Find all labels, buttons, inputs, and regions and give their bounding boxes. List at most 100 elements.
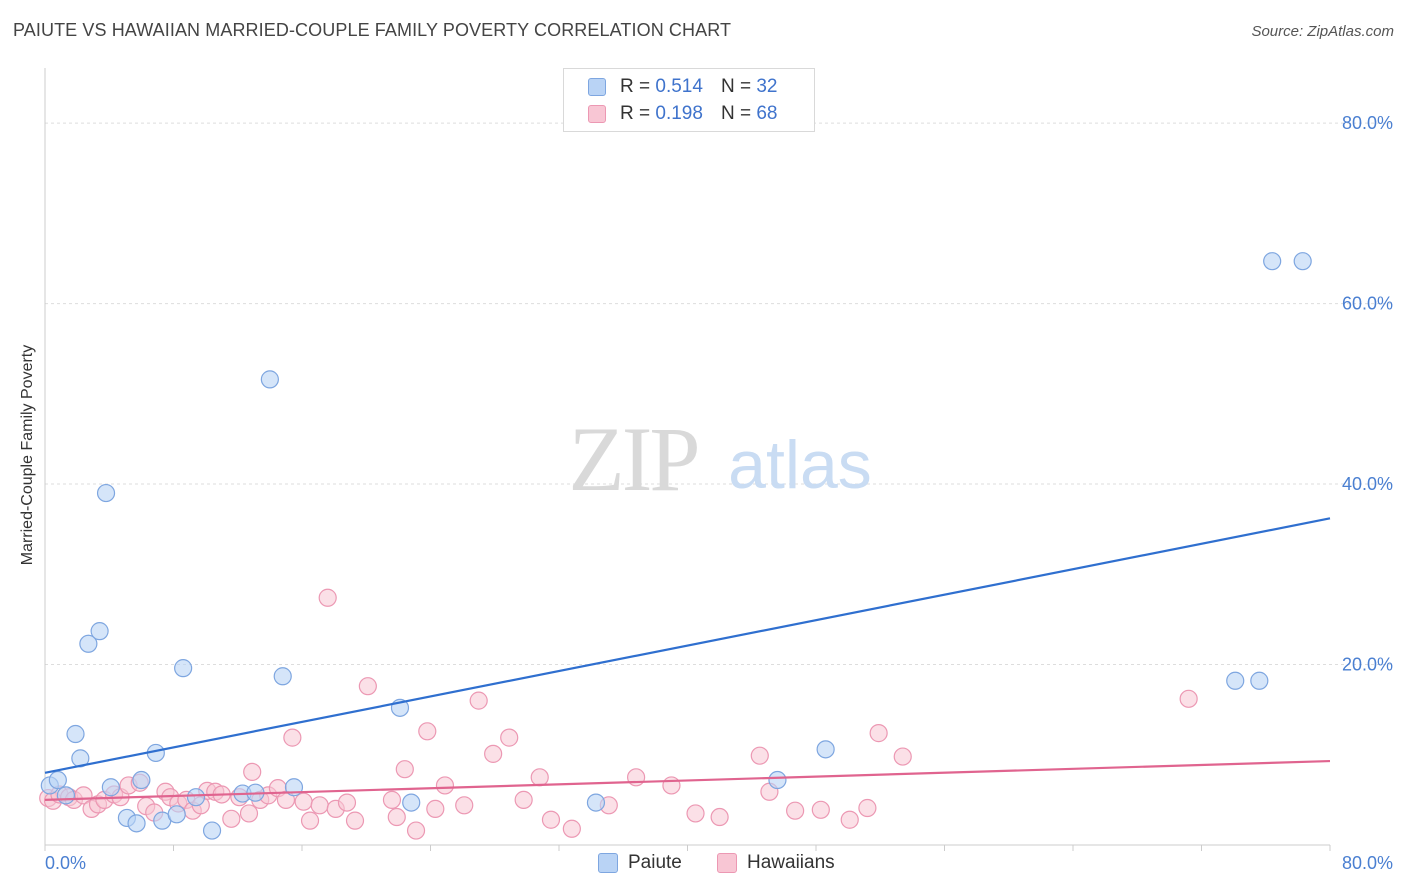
hawaiians-points <box>39 588 1198 840</box>
hawaiians-point <box>786 801 805 820</box>
gridlines <box>45 122 1393 666</box>
hawaiians-point <box>484 744 503 763</box>
paiute-point <box>816 740 835 759</box>
hawaiians-point <box>514 790 533 809</box>
y-tick-label: 60.0% <box>1342 294 1393 314</box>
paiute-point <box>56 786 75 805</box>
paiute-swatch <box>598 853 618 873</box>
watermark-atlas: atlas <box>728 427 872 503</box>
hawaiians-point <box>294 792 313 811</box>
hawaiians-point <box>750 746 769 765</box>
hawaiians-trend-line <box>44 759 1331 801</box>
paiute-point <box>90 622 109 641</box>
hawaiians-point <box>395 760 414 779</box>
hawaiians-point <box>710 807 729 827</box>
paiute-point <box>167 805 186 824</box>
paiute-points <box>40 252 1312 840</box>
hawaiians-point <box>426 799 445 819</box>
hawaiians-point <box>310 796 329 815</box>
paiute-point <box>79 634 98 653</box>
tick-labels: 20.0% 40.0% 60.0% 80.0% 0.0% 80.0% <box>45 113 1393 873</box>
hawaiians-point <box>811 800 830 819</box>
paiute-point <box>174 659 193 678</box>
axes <box>44 68 1331 851</box>
y-tick-label: 20.0% <box>1342 655 1393 675</box>
hawaiians-swatch <box>588 105 606 123</box>
hawaiians-point <box>406 821 426 840</box>
legend-item-label: Paiute <box>628 852 682 873</box>
legend-r-value: 0.198 <box>655 103 703 124</box>
watermark: ZIP atlas <box>569 408 872 510</box>
hawaiians-point <box>562 819 581 838</box>
hawaiians-point <box>455 796 474 815</box>
paiute-swatch <box>588 78 606 96</box>
hawaiians-point <box>239 804 259 823</box>
legend-item-hawaiians[interactable]: Hawaiians <box>717 852 835 874</box>
paiute-point <box>1293 252 1312 271</box>
legend-n-value: 32 <box>756 76 778 97</box>
paiute-point <box>101 778 120 797</box>
legend-row-paiute: R = 0.514 N = 32 <box>588 75 777 99</box>
hawaiians-point <box>1179 689 1198 708</box>
hawaiians-point <box>345 811 365 830</box>
legend-n-label: N = <box>720 103 752 124</box>
hawaiians-point <box>869 724 888 743</box>
legend-n-value: 68 <box>756 103 778 124</box>
x-tick-label: 0.0% <box>45 853 86 873</box>
paiute-point <box>96 483 116 503</box>
hawaiians-point <box>222 809 241 828</box>
paiute-point <box>132 770 151 790</box>
hawaiians-point <box>387 807 406 827</box>
paiute-point <box>586 793 606 812</box>
hawaiians-point <box>541 810 561 829</box>
hawaiians-point <box>469 691 488 710</box>
hawaiians-point <box>358 677 377 696</box>
hawaiians-point <box>435 776 455 795</box>
hawaiians-swatch <box>717 853 737 873</box>
hawaiians-point <box>893 747 912 766</box>
hawaiians-point <box>686 804 705 823</box>
hawaiians-point <box>500 728 519 747</box>
paiute-point <box>1263 252 1282 271</box>
hawaiians-point <box>300 811 320 830</box>
hawaiians-point <box>318 588 337 607</box>
hawaiians-point <box>840 810 859 829</box>
correlation-legend: R = 0.514 N = 32 R = 0.198 N = 68 <box>563 68 815 132</box>
paiute-point <box>202 821 222 840</box>
hawaiians-point <box>530 768 549 787</box>
chart-title: PAIUTE VS HAWAIIAN MARRIED-COUPLE FAMILY… <box>13 20 732 40</box>
hawaiians-point <box>283 728 302 747</box>
hawaiians-point <box>337 793 357 812</box>
trend-lines <box>44 517 1331 801</box>
paiute-point <box>127 814 146 833</box>
paiute-point <box>402 793 421 812</box>
paiute-point <box>768 770 787 790</box>
legend-n-label: N = <box>720 76 752 97</box>
legend-item-paiute[interactable]: Paiute <box>598 852 682 874</box>
x-tick-label: 80.0% <box>1342 853 1393 873</box>
source-label: Source: ZipAtlas.com <box>1251 23 1394 40</box>
legend-r-value: 0.514 <box>655 76 703 97</box>
paiute-point <box>1226 671 1245 690</box>
paiute-point <box>1250 671 1269 690</box>
paiute-point <box>66 724 85 744</box>
watermark-zip: ZIP <box>569 408 698 510</box>
hawaiians-point <box>662 776 681 795</box>
paiute-point <box>260 370 279 389</box>
legend-item-label: Hawaiians <box>747 852 835 873</box>
paiute-trend-line <box>44 517 1331 774</box>
hawaiians-point <box>858 798 877 818</box>
legend-r-label: R = <box>620 76 651 97</box>
y-tick-label: 80.0% <box>1342 113 1393 133</box>
hawaiians-point <box>243 762 262 782</box>
hawaiians-point <box>418 722 437 741</box>
legend-row-hawaiians: R = 0.198 N = 68 <box>588 102 777 126</box>
paiute-point <box>48 770 67 790</box>
legend-r-label: R = <box>620 103 651 124</box>
paiute-point <box>273 667 292 686</box>
hawaiians-point <box>382 790 402 809</box>
series-legend: Paiute Hawaiians <box>0 852 1406 876</box>
paiute-point <box>186 788 206 807</box>
y-tick-label: 40.0% <box>1342 474 1393 494</box>
